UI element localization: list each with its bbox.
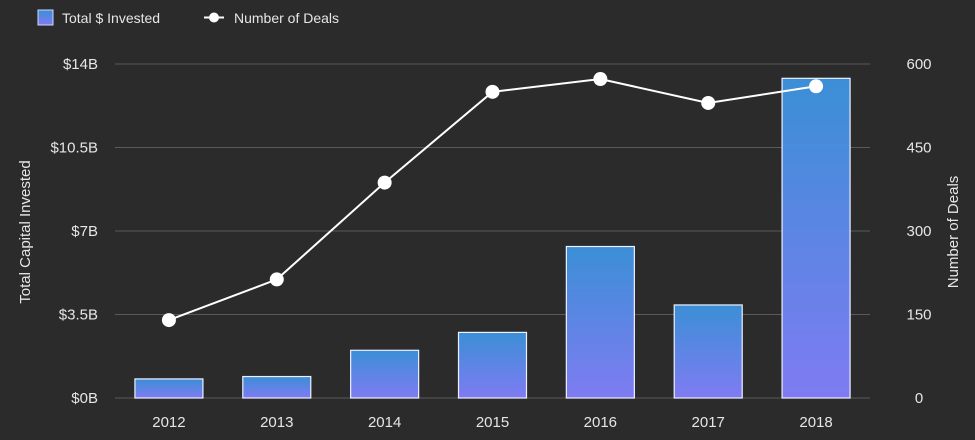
x-tick-label: 2014 bbox=[368, 414, 401, 431]
deals-point-2014[interactable] bbox=[377, 175, 392, 190]
bar-2015[interactable] bbox=[457, 331, 528, 399]
y-axis-left-title: Total Capital Invested bbox=[17, 160, 34, 303]
x-tick-label: 2017 bbox=[692, 414, 725, 431]
y-tick-left-label: $0B bbox=[71, 390, 98, 407]
x-tick-label: 2012 bbox=[152, 414, 185, 431]
y-tick-left-label: $7B bbox=[71, 223, 98, 240]
deals-point-2017[interactable] bbox=[701, 95, 716, 110]
deals-point-2016[interactable] bbox=[593, 72, 608, 87]
y-tick-right-label: 600 bbox=[906, 56, 931, 73]
y-tick-right-label: 150 bbox=[906, 307, 931, 324]
legend-item-bars[interactable]: Total $ Invested bbox=[37, 9, 160, 26]
y-tick-right-label: 450 bbox=[906, 140, 931, 157]
legend: Total $ Invested Number of Deals bbox=[37, 9, 339, 26]
legend-label-line: Number of Deals bbox=[234, 10, 339, 26]
x-tick-label: 2016 bbox=[584, 414, 617, 431]
y-axis-right-title: Number of Deals bbox=[945, 176, 962, 289]
bar-2012[interactable] bbox=[134, 378, 204, 399]
x-tick-label: 2013 bbox=[260, 414, 293, 431]
bar-2014[interactable] bbox=[350, 349, 420, 399]
deals-point-2013[interactable] bbox=[269, 272, 284, 287]
y-tick-left-label: $14B bbox=[63, 56, 98, 73]
y-tick-right-label: 0 bbox=[915, 390, 923, 407]
bar-2013[interactable] bbox=[242, 375, 312, 399]
deals-point-2012[interactable] bbox=[161, 313, 176, 328]
y-tick-left-label: $3.5B bbox=[59, 307, 98, 324]
x-axis-ticks: 2012 2013 2014 2015 2016 2017 2018 bbox=[152, 414, 833, 431]
bar-2017[interactable] bbox=[673, 304, 743, 399]
y-axis-right-ticks: 0 150 300 450 600 bbox=[906, 56, 931, 407]
legend-item-line[interactable]: Number of Deals bbox=[204, 10, 339, 26]
legend-label-bars: Total $ Invested bbox=[62, 10, 160, 26]
bar-2016[interactable] bbox=[565, 245, 635, 399]
gridlines bbox=[115, 63, 870, 399]
y-axis-left-ticks: $0B $3.5B $7B $10.5B $14B bbox=[50, 56, 98, 407]
y-tick-left-label: $10.5B bbox=[50, 140, 98, 157]
x-tick-label: 2018 bbox=[799, 414, 832, 431]
x-tick-label: 2015 bbox=[476, 414, 509, 431]
line-series bbox=[161, 72, 824, 328]
legend-swatch-bars bbox=[37, 9, 54, 26]
deals-point-2018[interactable] bbox=[809, 79, 824, 94]
legend-point-marker bbox=[209, 12, 219, 23]
bar-series bbox=[134, 77, 851, 399]
y-tick-right-label: 300 bbox=[906, 223, 931, 240]
deals-line bbox=[168, 78, 817, 322]
bar-2018[interactable] bbox=[781, 77, 851, 399]
deals-point-2015[interactable] bbox=[485, 84, 500, 99]
